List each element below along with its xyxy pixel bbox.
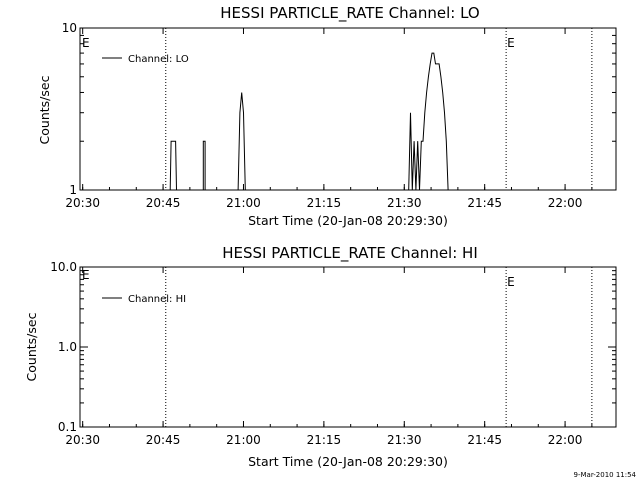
y-axis-label: Counts/sec [37,75,52,144]
x-axis-label: Start Time (20-Jan-08 20:29:30) [248,454,448,469]
vertical-markers: E [165,28,593,190]
plot-frame [79,27,617,191]
x-tick-label: 21:00 [226,433,261,447]
y-axis-label: Counts/sec [24,312,39,381]
x-tick-label: 22:00 [548,196,583,210]
x-tick-label: 21:45 [467,196,502,210]
marker-label: E [507,275,515,289]
x-tick-label: 21:15 [307,433,342,447]
x-tick-label: 20:30 [65,433,100,447]
corner-label: E [82,268,90,282]
x-tick-label: 21:45 [467,433,502,447]
chart-panel-hi: HESSI PARTICLE_RATE Channel: HI 20:30 20:… [24,244,617,469]
chart-panel-lo: HESSI PARTICLE_RATE Channel: LO 20:30 20:… [37,4,617,228]
x-axis-label: Start Time (20-Jan-08 20:29:30) [248,213,448,228]
x-tick-label: 21:30 [387,196,422,210]
x-tick-label: 21:15 [307,196,342,210]
legend-entry: Channel: HI [128,294,186,305]
x-axis: 20:30 20:45 21:00 21:15 21:30 21:45 22:00 [65,267,593,447]
x-tick-label: 22:00 [548,433,583,447]
x-tick-label: 21:00 [226,196,261,210]
y-tick-label: 1.0 [58,340,77,354]
y-tick-label: 10.0 [50,260,77,274]
marker-label: E [507,36,515,50]
y-axis: 1 10 [62,21,616,197]
y-tick-label: 0.1 [58,420,77,434]
legend-entry: Channel: LO [128,54,189,65]
x-tick-label: 20:45 [146,196,181,210]
x-tick-label: 21:30 [387,433,422,447]
vertical-markers: E [165,267,593,427]
series-line [169,52,456,191]
corner-label: E [82,36,90,50]
chart-title: HESSI PARTICLE_RATE Channel: LO [220,4,479,23]
x-axis: 20:30 20:45 21:00 21:15 21:30 21:45 22:00 [65,28,593,210]
x-tick-label: 20:30 [65,196,100,210]
plot-frame [79,266,617,428]
y-tick-label: 1 [69,183,77,197]
y-tick-label: 10 [62,21,77,35]
y-axis: 0.1 1.0 10.0 [50,260,616,434]
series-group [169,52,456,191]
footer-timestamp: 9-Mar-2010 11:54 [574,471,637,479]
chart-title: HESSI PARTICLE_RATE Channel: HI [222,244,478,263]
x-tick-label: 20:45 [146,433,181,447]
